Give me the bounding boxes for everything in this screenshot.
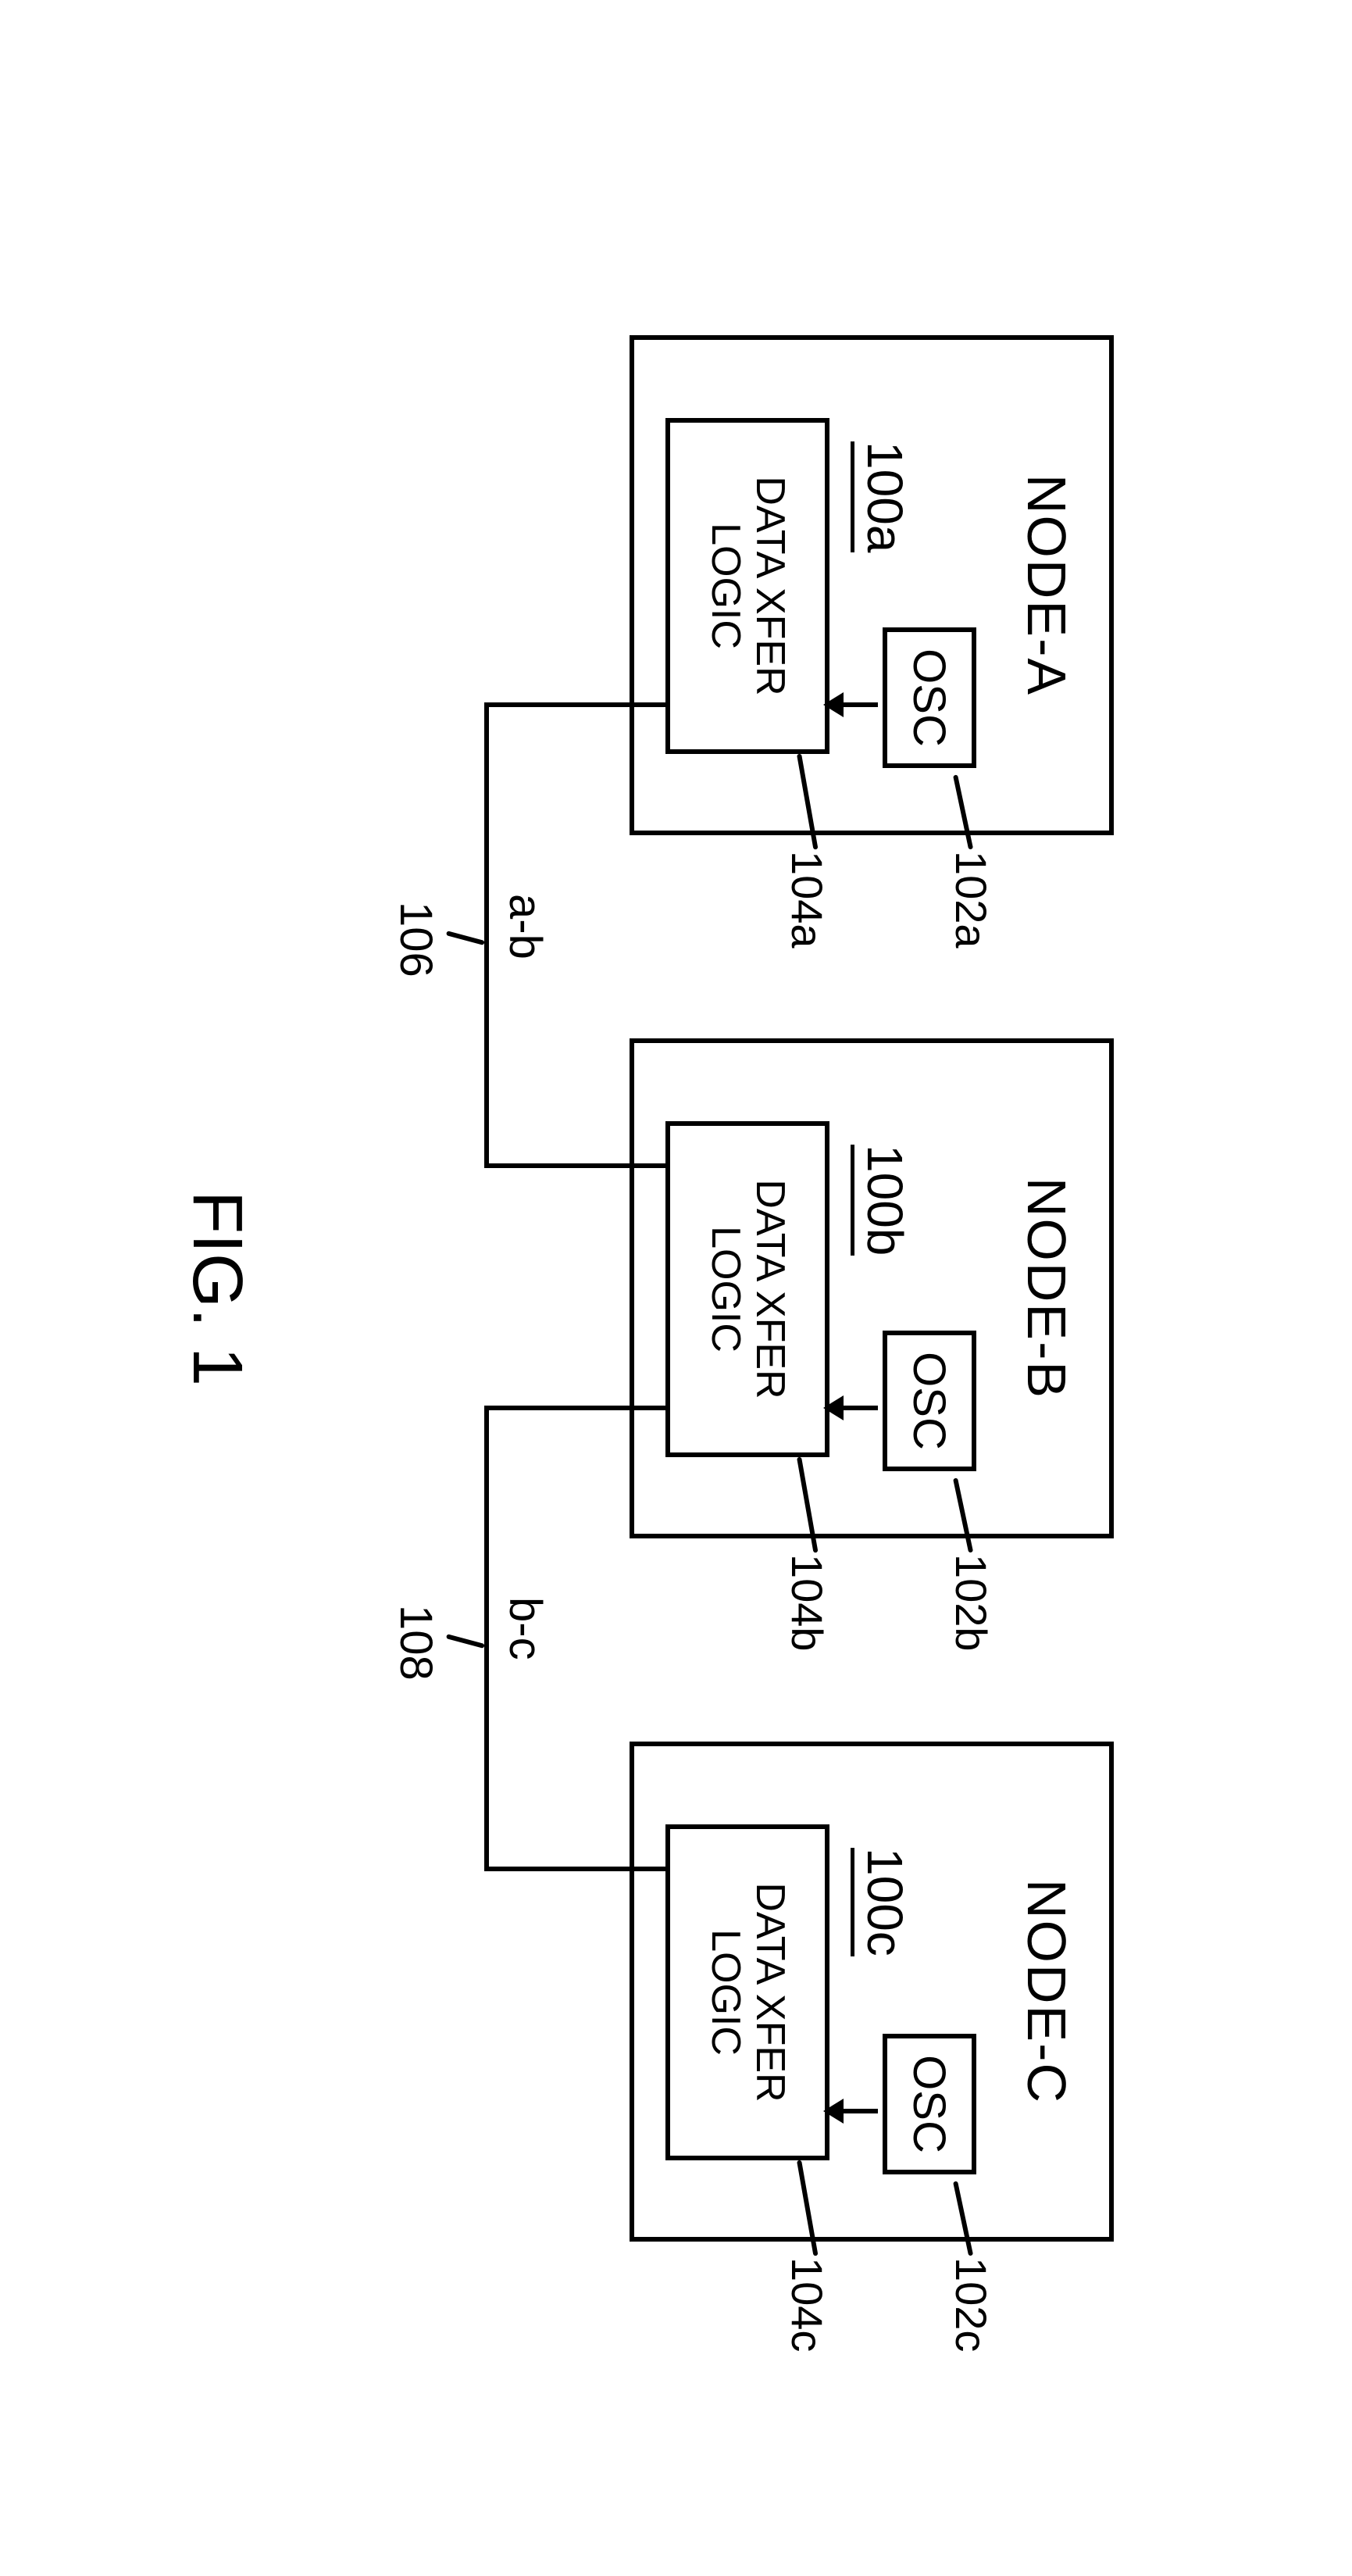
ref-xfer: 104b [782,1554,833,1652]
arrow-osc-to-xfer [840,702,878,707]
osc-box: OSC [883,627,976,768]
link-ab-drop-from [489,702,665,707]
link-ref-bc: 108 [390,1605,442,1681]
node-id-label: 100c [851,1848,914,1956]
link-label-ab: a-b [499,894,551,959]
node-c: NODE-C 100c OSC DATA XFERLOGIC [630,1742,1114,2242]
arrow-head-icon [823,1395,844,1420]
arrow-osc-to-xfer [840,1406,878,1410]
xfer-line1: DATA XFER [747,476,792,695]
osc-box: OSC [883,2034,976,2174]
diagram-stage: FIG. 1 NODE-A100aOSCDATA XFERLOGIC102a10… [208,273,1145,2304]
node-title: NODE-A [1015,340,1078,831]
xfer-line2: LOGIC [702,1226,747,1352]
figure-label: FIG. 1 [177,1190,257,1385]
link-bc-drop-from [489,1406,665,1410]
node-title: NODE-B [1015,1043,1078,1534]
link-bc-hline [484,1406,489,1871]
data-xfer-logic-box: DATA XFERLOGIC [665,1121,829,1457]
xfer-line2: LOGIC [702,1929,747,2056]
leader-line [445,1634,484,1649]
node-id-label: 100a [851,441,914,552]
link-ab-hline [484,702,489,1168]
ref-osc: 102c [946,2257,997,2352]
leader-line [445,931,484,945]
xfer-line2: LOGIC [702,523,747,649]
ref-osc: 102b [946,1554,997,1652]
arrow-head-icon [823,692,844,717]
ref-xfer: 104a [782,851,833,949]
node-title: NODE-C [1015,1746,1078,2237]
osc-box: OSC [883,1331,976,1471]
arrow-osc-to-xfer [840,2109,878,2113]
xfer-line1: DATA XFER [747,1179,792,1399]
arrow-head-icon [823,2099,844,2124]
link-ref-ab: 106 [390,902,442,977]
link-label-bc: b-c [499,1597,551,1660]
ref-xfer: 104c [782,2257,833,2352]
node-id-label: 100b [851,1145,914,1256]
data-xfer-logic-box: DATA XFERLOGIC [665,1824,829,2160]
data-xfer-logic-box: DATA XFERLOGIC [665,418,829,754]
xfer-line1: DATA XFER [747,1882,792,2102]
link-bc-drop-to [489,1867,665,1871]
link-ab-drop-to [489,1163,665,1168]
ref-osc: 102a [946,851,997,949]
node-a: NODE-A 100a OSC DATA XFERLOGIC [630,335,1114,835]
node-b: NODE-B 100b OSC DATA XFERLOGIC [630,1038,1114,1538]
